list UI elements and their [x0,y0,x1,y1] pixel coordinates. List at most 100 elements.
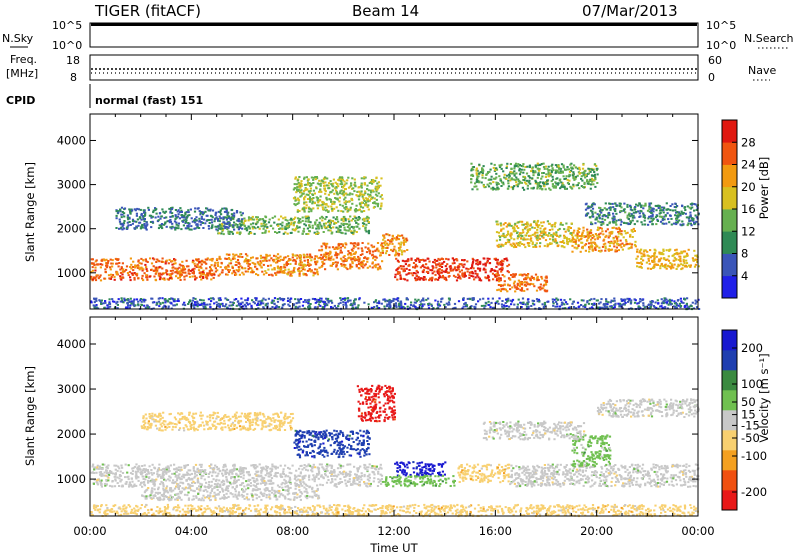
data-cell [556,177,558,179]
data-cell [264,216,266,218]
data-cell [592,250,594,252]
data-cell [148,209,150,211]
data-cell [350,185,352,187]
data-cell [380,252,382,254]
data-cell [366,251,368,253]
data-cell [522,229,524,231]
data-cell [317,207,319,209]
data-cell [575,243,577,245]
data-cell [487,258,489,260]
data-cell [415,279,417,281]
freq-tick-top: 18 [66,54,80,67]
data-cell [541,188,543,190]
data-cell [249,263,251,265]
data-cell [680,251,682,253]
data-cell [312,207,314,209]
data-cell [351,177,353,179]
data-cell [481,174,483,176]
data-cell [239,232,241,234]
data-cell [314,193,316,195]
data-cell [112,300,114,302]
data-cell [238,220,240,222]
data-cell [499,178,501,180]
data-cell [339,197,341,199]
data-cell [575,167,577,169]
data-cell [536,229,538,231]
data-cell [253,219,255,221]
data-cell [676,217,678,219]
data-cell [505,243,507,245]
data-cell [254,266,256,268]
data-cell [150,226,152,228]
data-cell [623,222,625,224]
data-cell [542,237,544,239]
data-cell [196,227,198,229]
data-cell [681,205,683,207]
data-cell [655,302,657,304]
data-cell [466,260,468,262]
data-cell [141,224,143,226]
data-cell [219,273,221,275]
data-cell [589,232,591,234]
data-cell [544,231,546,233]
data-cell [526,232,528,234]
data-cell [110,268,112,270]
data-cell [549,238,551,240]
data-cell [244,267,246,269]
data-cell [662,219,664,221]
data-cell [338,231,340,233]
data-cell [145,307,147,309]
data-cell [296,302,298,304]
data-cell [632,236,634,238]
data-cell [331,302,333,304]
data-cell [314,223,316,225]
data-cell [184,272,186,274]
data-cell [502,228,504,230]
data-cell [609,245,611,247]
data-cell [612,219,614,221]
data-cell [672,255,674,257]
data-cell [522,165,524,167]
data-cell [213,277,215,279]
data-cell [235,274,237,276]
data-cell [652,223,654,225]
data-cell [273,255,275,257]
data-cell [341,223,343,225]
data-cell [657,220,659,222]
data-cell [513,282,515,284]
data-cell [217,265,219,267]
data-cell [517,166,519,168]
data-cell [229,301,231,303]
data-cell [547,243,549,245]
data-cell [551,225,553,227]
data-cell [355,222,357,224]
data-cell [395,274,397,276]
data-cell [316,231,318,233]
data-cell [583,230,585,232]
nave-tick-bottom: 0 [708,71,715,84]
data-cell [547,183,549,185]
data-cell [128,274,130,276]
data-cell [556,303,558,305]
data-cell [534,232,536,234]
data-cell [312,274,314,276]
data-cell [204,222,206,224]
data-cell [247,271,249,273]
data-cell [523,179,525,181]
data-cell [541,172,543,174]
data-cell [594,222,596,224]
data-cell [532,246,534,248]
data-cell [625,232,627,234]
data-cell [477,300,479,302]
data-cell [153,265,155,267]
data-cell [642,302,644,304]
data-cell [572,184,574,186]
data-cell [552,179,554,181]
data-cell [377,263,379,265]
data-cell [379,268,381,270]
data-cell [510,171,512,173]
data-cell [545,284,547,286]
data-cell [276,258,278,260]
data-cell [127,305,129,307]
data-cell [118,262,120,264]
